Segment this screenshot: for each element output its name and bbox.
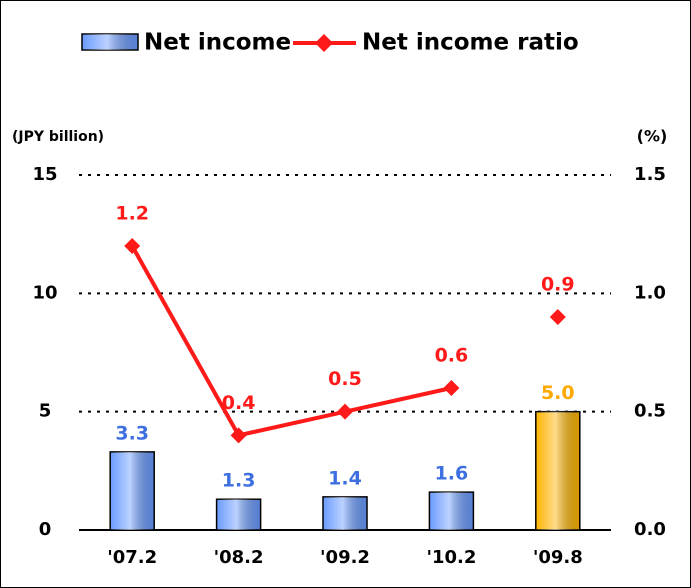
legend-label: Net income (144, 30, 291, 56)
bar-value-label: 1.6 (435, 463, 469, 485)
line-segment (344, 386, 452, 414)
bar-shine (216, 499, 261, 530)
y2-tick-label: 0.5 (634, 401, 666, 422)
x-tick-label: '10.2 (426, 547, 476, 568)
y-tick-label: 10 (32, 282, 57, 303)
bar-shine (429, 492, 474, 530)
y2-tick-label: 1.5 (634, 164, 666, 185)
y-tick-label: 0 (39, 519, 52, 540)
y-tick-label: 5 (39, 401, 52, 422)
legend-line-marker (315, 34, 333, 52)
bar-value-label: 1.3 (222, 470, 256, 492)
bar-value-label: 1.4 (328, 467, 362, 489)
line-marker (124, 238, 141, 254)
line-segment (130, 245, 241, 437)
y-tick-label: 15 (32, 164, 57, 185)
x-tick-label: '09.2 (320, 547, 370, 568)
line-value-label: 0.4 (222, 392, 256, 414)
line-value-label: 0.5 (328, 368, 362, 390)
line-value-label: 1.2 (115, 203, 149, 225)
line-marker (337, 403, 353, 420)
y2-tick-label: 0.0 (634, 519, 666, 540)
x-tick-label: '09.8 (533, 547, 583, 568)
bar-shine (110, 451, 155, 530)
legend-bar-shine (82, 34, 138, 50)
y2-tick-label: 1.0 (634, 282, 666, 303)
x-tick-label: '08.2 (214, 547, 264, 568)
bar-value-label: 3.3 (115, 422, 149, 444)
line-segment (238, 409, 346, 438)
legend-label: Net income ratio (362, 30, 579, 56)
y2-axis-label: (%) (637, 127, 668, 146)
line-marker (549, 309, 566, 325)
line-value-label: 0.9 (541, 274, 575, 296)
line-marker (230, 427, 247, 444)
bar-shine (323, 496, 367, 530)
x-tick-label: '07.2 (107, 547, 157, 568)
line-marker (443, 380, 460, 396)
y-axis-label: (JPY billion) (12, 129, 104, 145)
line-value-label: 0.6 (435, 345, 469, 367)
bar-shine (535, 411, 580, 530)
bar-value-label: 5.0 (541, 382, 575, 404)
